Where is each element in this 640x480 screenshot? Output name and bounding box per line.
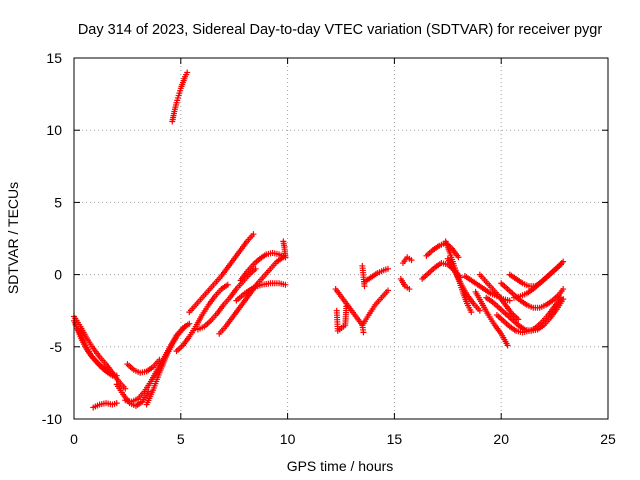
- series-arc-8: [143, 323, 189, 408]
- series-arc-3: [75, 326, 120, 379]
- data-point: [506, 297, 513, 304]
- x-tick-label: 25: [600, 431, 616, 447]
- y-tick-label: 0: [54, 267, 62, 283]
- series-arc-22: [397, 275, 413, 293]
- y-tick-label: 10: [46, 122, 62, 138]
- series-arc-25: [423, 239, 462, 261]
- series-arc-10: [173, 281, 231, 355]
- series-arc-27: [444, 255, 483, 314]
- label-layer: 0 5 10 15 20 25 -10 -5 0 5 10 15: [42, 50, 616, 447]
- data-point: [113, 372, 120, 379]
- data-point: [384, 287, 391, 294]
- data-point: [408, 257, 415, 264]
- y-tick-label: 5: [54, 194, 62, 210]
- series-arc-21: [359, 262, 368, 290]
- series-arc-19: [359, 287, 391, 329]
- x-tick-label: 5: [177, 431, 185, 447]
- data-point: [122, 385, 129, 392]
- series-arc-32: [493, 294, 565, 336]
- series-arc-4: [90, 400, 120, 411]
- data-point: [224, 281, 231, 288]
- series-arc-11: [186, 231, 257, 316]
- series-arc-13: [216, 254, 287, 337]
- series-arc-15: [237, 249, 289, 284]
- data-point: [560, 286, 567, 293]
- data-point: [455, 254, 462, 261]
- y-axis-title: SDTVAR / TECUs: [5, 182, 21, 294]
- data-point: [360, 329, 367, 336]
- data-point: [182, 323, 189, 330]
- plot-frame: [73, 57, 609, 420]
- chart-title: Day 314 of 2023, Sidereal Day-to-day VTE…: [78, 22, 603, 38]
- data-point: [282, 254, 289, 261]
- series-arc-9: [169, 69, 191, 125]
- data-point: [252, 265, 259, 272]
- data-point: [468, 309, 475, 316]
- series-arc-29: [472, 288, 511, 349]
- y-tick-label: 15: [46, 50, 62, 66]
- x-tick-label: 10: [280, 431, 296, 447]
- data-point: [560, 258, 567, 265]
- x-tick-label: 20: [493, 431, 509, 447]
- x-tick-label: 0: [70, 431, 78, 447]
- series-arc-12: [194, 265, 259, 333]
- series-arc-16: [280, 238, 289, 261]
- series-arc-23: [399, 254, 415, 267]
- grid-layer: [74, 58, 608, 419]
- data-point: [186, 320, 193, 327]
- points-layer: [71, 69, 567, 411]
- data-point: [504, 342, 511, 349]
- series-arc-35: [511, 258, 567, 301]
- x-tick-label: 15: [387, 431, 403, 447]
- y-tick-label: -10: [42, 411, 62, 427]
- x-axis-title: GPS time / hours: [287, 458, 394, 474]
- data-point: [476, 307, 483, 314]
- data-point: [515, 316, 522, 323]
- data-point: [361, 283, 368, 290]
- tick-layer: [73, 57, 609, 420]
- series-arc-33: [498, 280, 567, 311]
- series-arc-18: [332, 286, 367, 336]
- data-point: [184, 69, 191, 76]
- data-point: [282, 281, 289, 288]
- series-arc-30: [476, 271, 522, 323]
- data-point: [384, 265, 391, 272]
- data-point: [250, 231, 257, 238]
- y-tick-label: -5: [50, 339, 63, 355]
- data-point: [406, 286, 413, 293]
- series-arc-6: [124, 356, 163, 376]
- series-arc-14: [233, 280, 289, 304]
- data-point: [113, 400, 120, 407]
